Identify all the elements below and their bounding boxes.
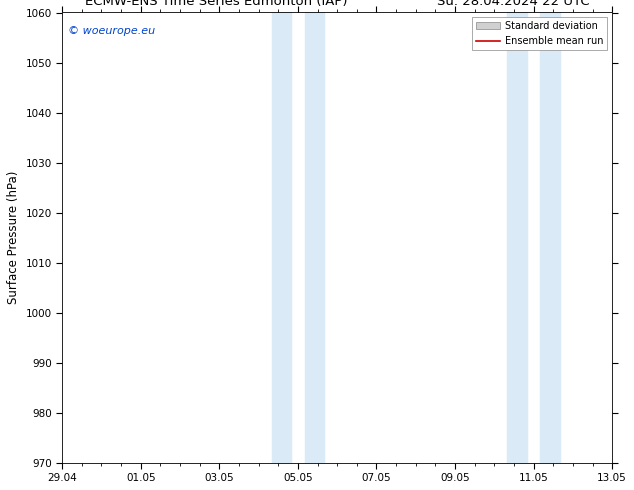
Text: © woeurope.eu: © woeurope.eu [68,26,155,36]
Text: ECMW-ENS Time Series Edmonton (IAP): ECMW-ENS Time Series Edmonton (IAP) [85,0,347,8]
Bar [271,13,291,463]
Bar [304,13,324,463]
Text: Su. 28.04.2024 22 UTC: Su. 28.04.2024 22 UTC [437,0,590,8]
Bar [507,13,527,463]
Legend: Standard deviation, Ensemble mean run: Standard deviation, Ensemble mean run [472,17,607,50]
Y-axis label: Surface Pressure (hPa): Surface Pressure (hPa) [7,171,20,304]
Bar [540,13,560,463]
